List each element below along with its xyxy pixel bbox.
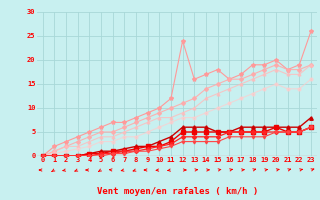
Text: Vent moyen/en rafales ( km/h ): Vent moyen/en rafales ( km/h ) xyxy=(97,187,258,196)
